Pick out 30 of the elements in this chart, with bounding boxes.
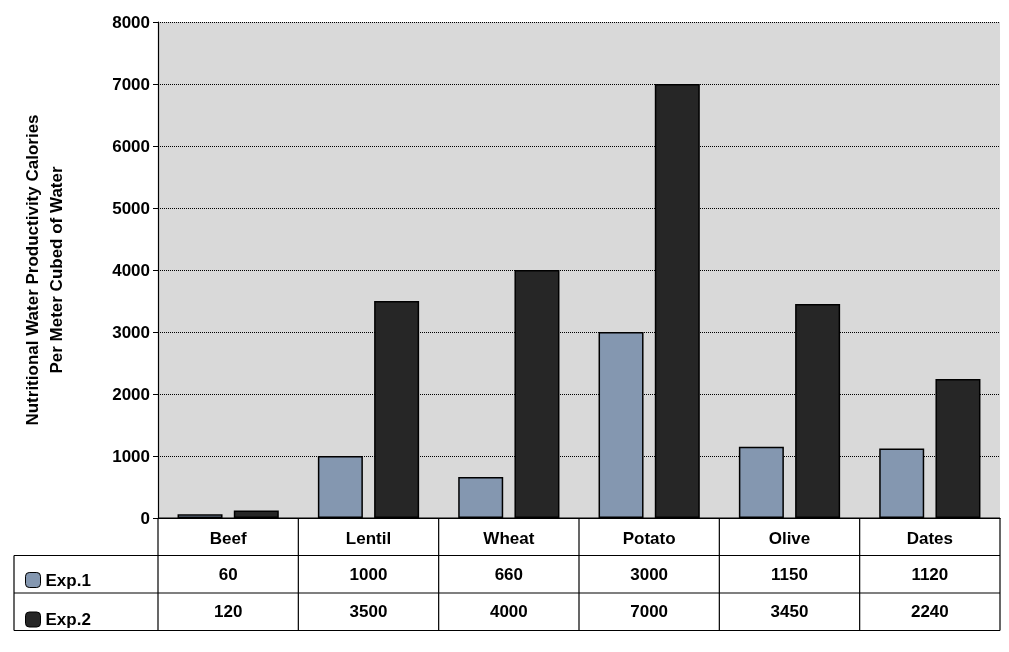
y-tick-label: 6000 [112, 136, 150, 156]
y-tick-label: 2000 [112, 384, 150, 404]
data-label: 2240 [910, 602, 949, 622]
y-axis-title: Nutritional Water Productivity Calories Per Meter Cubed of Water [22, 114, 66, 426]
data-label: 1150 [771, 564, 808, 584]
data-label: 60 [218, 564, 238, 584]
y-tick-label: 5000 [112, 198, 150, 218]
data-label: 3500 [349, 602, 388, 622]
y-tick-label: 1000 [112, 446, 150, 466]
data-label: 3450 [770, 602, 809, 622]
y-tick-label: 7000 [112, 74, 150, 94]
y-tick-label: 8000 [112, 12, 150, 32]
legend-label: Exp.2 [45, 610, 91, 629]
x-tick-label: Potato [622, 529, 676, 548]
data-label: 660 [494, 564, 524, 584]
data-label: 120 [213, 602, 243, 622]
x-tick-label: Lentil [345, 529, 392, 548]
y-tick-label: 3000 [112, 322, 150, 342]
x-tick-label: Dates [906, 529, 953, 548]
y-tick-label: 0 [140, 508, 150, 528]
x-tick-label: Olive [768, 529, 811, 548]
data-label: 7000 [630, 602, 669, 622]
data-label: 4000 [489, 602, 528, 622]
data-label: 1000 [349, 564, 388, 584]
data-label: 3000 [630, 564, 669, 584]
y-tick-label: 4000 [112, 260, 150, 280]
data-label: 1120 [911, 564, 949, 584]
legend-label: Exp.1 [45, 570, 91, 590]
x-tick-label: Beef [209, 529, 247, 548]
x-tick-label: Wheat [483, 529, 535, 548]
